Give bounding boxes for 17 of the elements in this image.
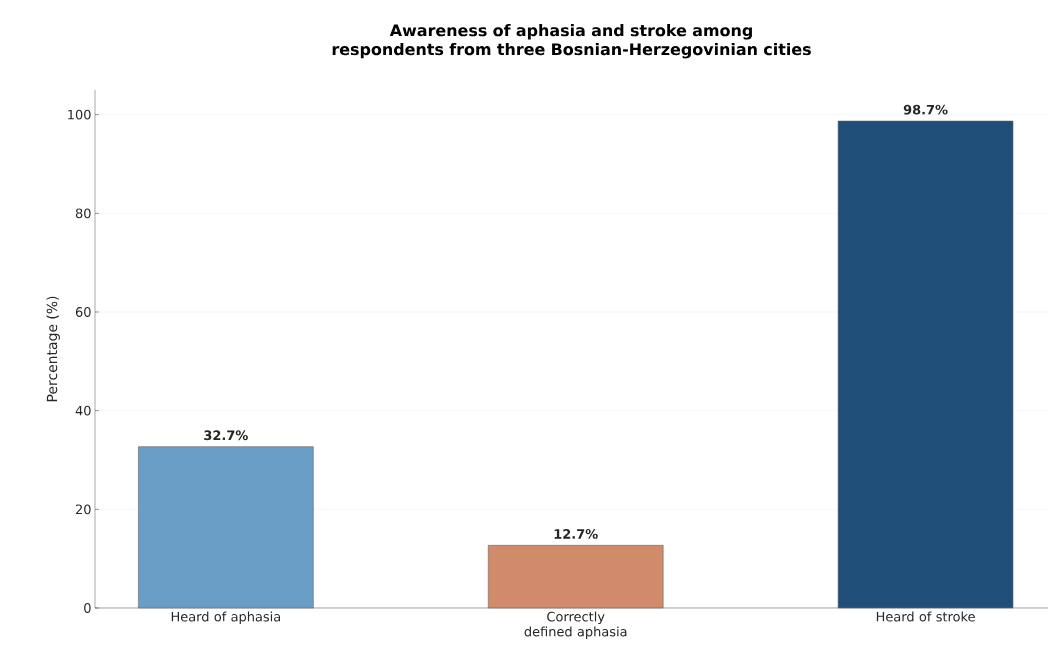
data-label: 32.7% [204,430,248,441]
y-tick-label: 80 [75,208,91,219]
data-label: 98.7% [903,104,948,115]
x-tick-label: Heard of stroke [876,611,975,622]
bar [138,446,314,609]
y-tick-label: 100 [68,109,91,120]
y-tick-label: 0 [84,603,91,613]
bar [487,545,664,609]
x-tick-label: Heard of aphasia [171,611,281,625]
data-label: 12.7% [554,529,598,539]
y-tick-label: 40 [75,405,91,416]
y-tick-label: 20 [75,504,91,515]
chart-title: Awareness of aphasia and stroke among respondents from three Bosnian-Herzegovinian cities [332,24,811,59]
y-axis-title: Percentage (%) [46,296,60,402]
y-tick-label: 60 [75,307,91,317]
x-tick-label: Correctly defined aphasia [524,611,627,639]
bar [837,120,1014,609]
